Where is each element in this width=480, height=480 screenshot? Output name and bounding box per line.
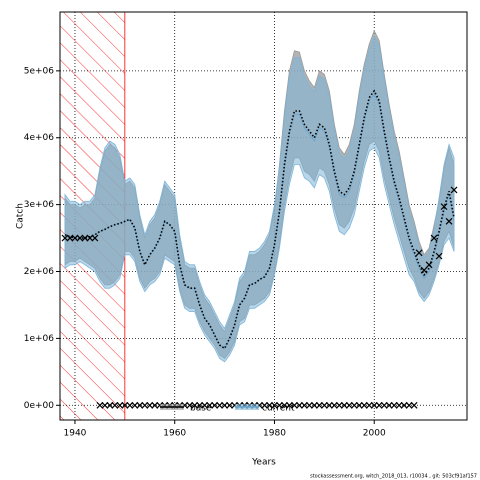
observed-point [191,401,199,409]
observed-point [435,252,443,260]
observed-point [136,401,144,409]
series-line [64,89,455,350]
observed-point [201,401,209,409]
observed-point [206,401,214,409]
observed-point [186,401,194,409]
observed-point [400,401,408,409]
observed-point [86,234,94,242]
observed-point [295,401,303,409]
observed-point [310,401,318,409]
observed-point [276,401,283,409]
observed-point [415,249,423,257]
y-tick-label: 3e+06 [24,200,55,210]
x-axis-label: Years [251,458,276,468]
x-tick-label: 2000 [363,429,386,439]
observed-point [330,401,338,409]
observed-point [305,401,313,409]
observed-point [131,401,139,409]
legend-label: base [190,404,212,414]
observed-point [91,234,99,242]
observed-point [261,401,268,409]
observed-point [420,266,428,274]
observed-point [266,401,273,409]
observed-point [340,401,348,409]
y-tick-label: 4e+06 [24,133,55,143]
observed-point [66,234,74,242]
observed-point [96,401,104,409]
observed-point [101,401,109,409]
x-tick-label: 1940 [64,429,87,439]
observed-point [76,234,84,242]
observed-point [375,401,383,409]
observed-point [325,401,333,409]
observed-point [111,401,119,409]
y-tick-label: 0e+00 [24,401,55,411]
legend-label: current [262,404,295,414]
observed-point [300,401,308,409]
observed-point [430,234,438,242]
observed-point [425,261,433,269]
observed-point [360,401,368,409]
observed-point [380,401,388,409]
confidence-band [64,35,455,363]
observed-point [390,401,398,409]
observed-point [211,401,219,409]
observed-point [315,401,323,409]
observed-point [271,401,278,409]
observed-point [71,234,79,242]
y-axis-label: Catch [16,203,26,229]
observed-point [410,401,418,409]
footnote: stockassessment.org, witch_2018_013, r10… [310,474,477,480]
plot-frame [59,11,468,421]
observed-point [221,401,229,409]
observed-point [141,401,149,409]
observed-point [290,401,298,409]
observed-point [440,203,448,211]
observed-point [281,401,288,409]
observed-point [350,401,358,409]
observed-point [365,401,373,409]
observed-point [216,401,224,409]
observed-point [395,401,403,409]
x-tick-label: 1960 [163,429,186,439]
observed-point [81,234,89,242]
observed-point [370,401,378,409]
y-tick-label: 2e+06 [24,267,55,277]
observed-point [355,401,363,409]
observed-point [385,401,393,409]
observed-point [286,401,293,409]
observed-point [345,401,353,409]
observed-point [106,401,114,409]
observed-point [405,401,413,409]
observed-point [146,401,154,409]
observed-point [450,186,458,194]
observed-point [61,234,69,242]
observed-point [121,401,129,409]
observed-point [151,401,159,409]
y-tick-label: 5e+06 [24,66,55,76]
y-tick-label: 1e+06 [24,334,55,344]
observed-point [320,401,328,409]
x-tick-label: 1980 [263,429,286,439]
observed-point [196,401,204,409]
observed-point [445,217,453,225]
observed-point [335,401,343,409]
observed-point [226,401,234,409]
observed-point [126,401,134,409]
observed-point [116,401,124,409]
